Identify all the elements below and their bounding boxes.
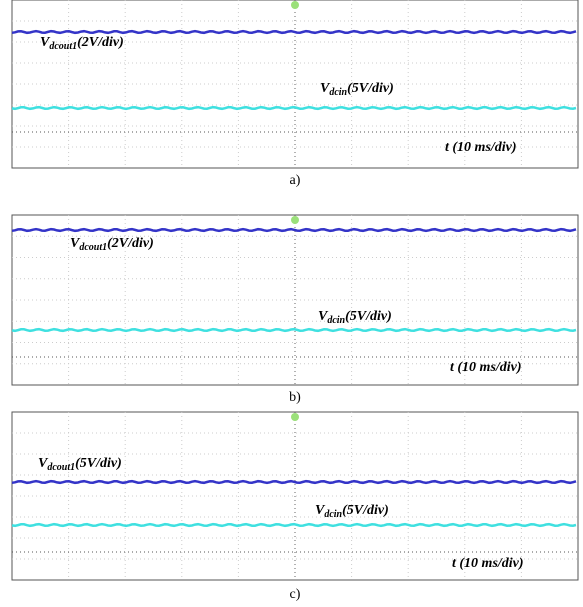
subscript: dcout1 — [47, 462, 75, 473]
scale: (2V/div) — [77, 35, 124, 50]
scope-panel: Vdcout1(5V/div)Vdcin(5V/div)t (10 ms/div… — [12, 412, 578, 602]
trace — [12, 229, 576, 231]
trigger-marker — [291, 1, 299, 9]
trace — [12, 481, 576, 483]
scale: (5V/div) — [342, 503, 389, 518]
scale: (2V/div) — [107, 236, 154, 251]
subscript: dcin — [327, 315, 345, 326]
scale: (5V/div) — [347, 81, 394, 96]
subscript: dcin — [324, 509, 342, 520]
subscript: dcin — [329, 87, 347, 98]
figure: Vdcout1(2V/div)Vdcin(5V/div)t (10 ms/div… — [0, 0, 583, 607]
scope-panel: Vdcout1(2V/div)Vdcin(5V/div)t (10 ms/div… — [12, 215, 578, 405]
time-label: t (10 ms/div) — [450, 360, 522, 375]
caption: c) — [290, 587, 301, 602]
time-label: t (10 ms/div) — [452, 556, 524, 571]
caption: b) — [289, 390, 301, 405]
trigger-marker — [291, 413, 299, 421]
subscript: dcout1 — [79, 242, 107, 253]
scale: (5V/div) — [75, 456, 122, 471]
time-label: t (10 ms/div) — [445, 140, 517, 155]
scale: (5V/div) — [345, 309, 392, 324]
subscript: dcout1 — [49, 41, 77, 52]
trace — [12, 31, 576, 33]
trigger-marker — [291, 216, 299, 224]
scope-panel: Vdcout1(2V/div)Vdcin(5V/div)t (10 ms/div… — [12, 0, 578, 188]
caption: a) — [290, 173, 301, 188]
